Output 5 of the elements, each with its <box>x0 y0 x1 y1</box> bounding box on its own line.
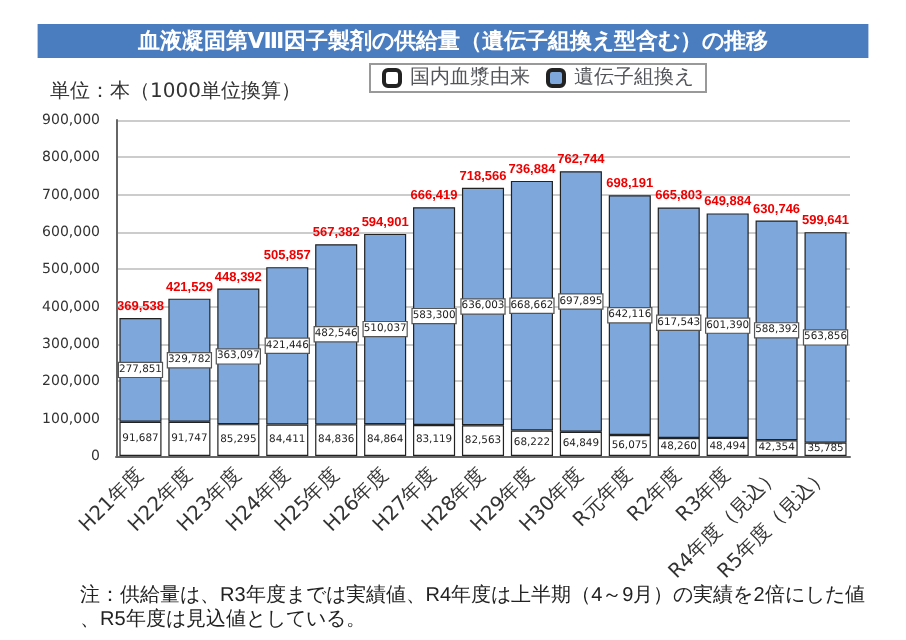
text: 注：供給量は、R3年度までは実績値、R4年度は上半期（4～9月）の実績を2倍にした値、R5年度は見込値としている。 <box>80 583 865 631</box>
legend-label: 国内血漿由来 <box>410 65 530 89</box>
legend-label: 遺伝子組換え <box>574 65 694 89</box>
chart-subtitle: 単位：本（1000単位換算） <box>50 79 301 103</box>
chart-title: 血液凝固第Ⅷ因子製剤の供給量（遺伝子組換え型含む）の推移 <box>135 28 769 54</box>
